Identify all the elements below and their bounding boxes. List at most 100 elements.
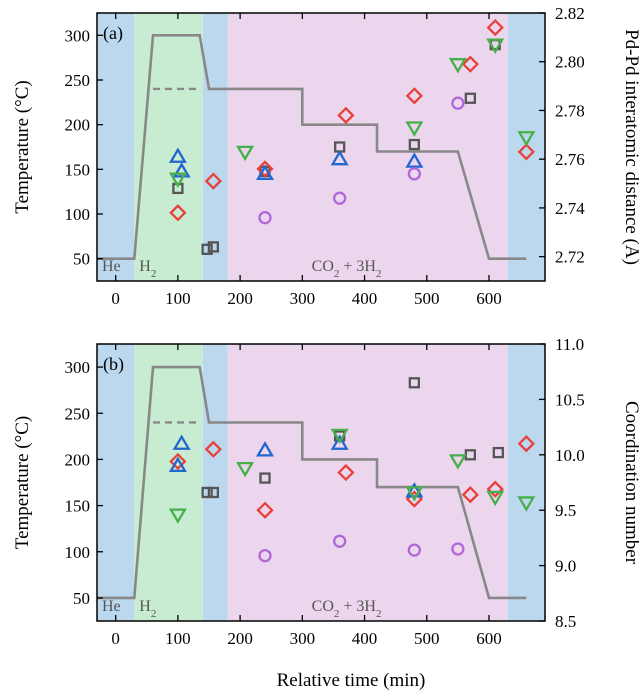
data-point-diamond [169,452,187,471]
phase-band [202,344,228,621]
data-point-square [408,138,420,151]
x-tick-label: 600 [476,289,502,308]
phase-band [134,13,203,281]
temperature-profile-line [97,365,527,600]
data-point-diamond [337,106,355,124]
data-point-diamond [204,172,222,190]
phase-label-co2-sub2: 2 [376,268,382,280]
data-point-square [207,241,220,253]
data-point-diamond [517,435,535,453]
data-point-diamond [517,143,535,161]
data-point-square [207,486,220,499]
panel-a: 0 100 200 300 400 500 600 50 100 150 200 250 300 2.72… [12,4,639,308]
data-point-triangle-up [330,434,349,450]
y-right-tick-label: 2.80 [555,53,585,72]
data-point-triangle-down [448,58,467,74]
data-point-triangle-down [448,454,467,470]
y-right-tick-label: 10.0 [555,446,585,465]
y-right-tick-label: 2.72 [555,248,585,267]
phase-band [97,13,135,281]
phase-band [507,344,545,621]
x-tick-label: 0 [111,629,120,648]
data-point-triangle-up [172,434,191,450]
y-right-tick-label: 9.5 [555,501,576,520]
y-left-tick-label: 250 [65,71,91,90]
data-point-diamond [405,87,423,105]
phase-label-co2-main: CO [312,598,334,615]
y-right-tick-label: 10.5 [555,390,585,409]
data-point-diamond [337,463,355,482]
x-tick-label: 400 [352,629,378,648]
x-axis-label: Relative time (min) [277,670,426,691]
panel-b: 0 100 200 300 400 500 600 50 100 150 200 250 300 8.5 9… [12,335,639,648]
plot-frame [96,12,546,282]
y-left-tick-label: 150 [65,160,91,179]
data-point-triangle-up [255,441,275,457]
y-right-tick-label: 2.82 [555,4,585,23]
x-tick-label: 200 [227,629,253,648]
data-point-triangle-up [405,482,424,498]
data-point-triangle-down [405,486,424,502]
data-point-circle [333,534,347,548]
data-point-square [201,486,213,499]
phase-label-h2-main: H [139,598,151,615]
data-point-circle [451,96,465,110]
data-point-triangle-down [486,490,505,507]
data-point-circle [258,211,272,225]
data-point-square [408,377,420,389]
data-point-diamond [486,480,504,498]
x-tick-label: 300 [290,629,316,648]
data-point-triangle-down [486,38,505,54]
phase-band [202,13,228,281]
y-left-tick-label: 200 [65,116,91,135]
y-right-tick-label: 2.78 [555,101,585,120]
x-tick-label: 100 [165,629,191,648]
panel-label: (a) [103,23,123,44]
data-point-triangle-up [172,162,191,178]
panel-label: (b) [103,354,124,375]
data-point-triangle-up [168,147,187,163]
x-tick-label: 500 [414,629,440,648]
x-tick-label: 100 [165,289,191,308]
y-left-tick-label: 300 [65,26,91,45]
data-point-square [492,446,504,459]
x-tick-label: 300 [290,289,316,308]
phase-label-he: He [102,258,121,275]
y-right-tick-label: 11.0 [555,335,584,354]
y-left-tick-label: 150 [65,497,91,516]
y-left-tick-label: 200 [65,450,91,469]
data-point-diamond [204,440,222,458]
data-point-triangle-up [255,164,275,180]
data-point-triangle-down [517,131,536,147]
phase-label-co2-mid: + 3H [339,598,376,615]
phase-label-h2-main: H [139,258,151,275]
data-point-triangle-down [330,428,349,445]
phase-label-co2-3h2: CO2 + 3H2 [312,598,382,620]
x-tick-label: 400 [352,289,378,308]
data-point-circle [451,542,465,556]
data-point-triangle-down [517,496,536,512]
data-point-diamond [461,486,479,504]
temperature-profile-line [97,33,527,261]
data-point-square [259,472,271,484]
plot-frame [96,343,546,622]
data-point-square [464,92,476,104]
phase-band [227,13,508,281]
phase-label-co2-3h2: CO2 + 3H2 [312,258,382,280]
y-left-axis-label: Temperature (°C) [12,416,33,549]
data-point-diamond [486,18,504,37]
data-point-triangle-down [405,121,424,137]
data-point-diamond [169,204,187,222]
y-left-tick-label: 100 [65,205,91,224]
y-left-tick-label: 100 [65,543,91,562]
data-point-triangle-up [405,152,424,168]
phase-label-h2-sub: 2 [151,268,157,280]
data-point-circle [407,167,421,181]
phase-label-co2-sub: 2 [334,268,340,280]
data-point-diamond [461,55,479,73]
y-right-axis-label: Coordination number [621,401,639,565]
phase-label-co2-sub2: 2 [376,608,382,620]
data-point-circle [407,543,421,557]
y-left-tick-label: 300 [65,358,91,377]
